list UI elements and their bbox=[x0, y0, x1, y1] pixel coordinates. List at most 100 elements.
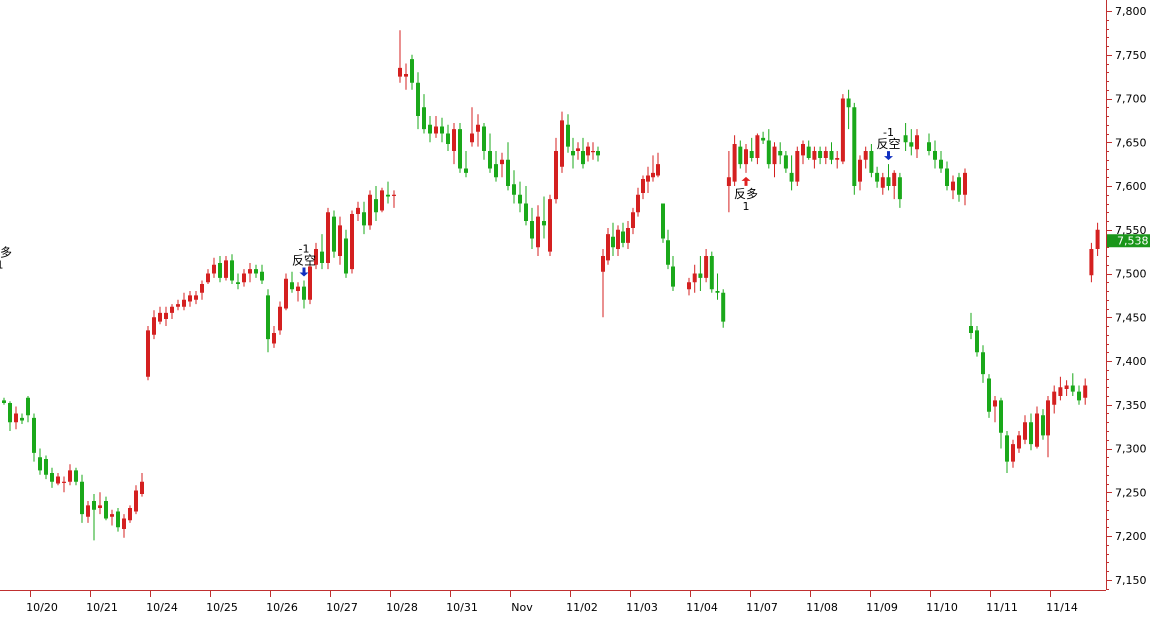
candle-body bbox=[835, 158, 840, 160]
y-tick-label: 7,300 bbox=[1115, 443, 1147, 456]
candlestick bbox=[536, 205, 540, 256]
x-tick-label: 11/03 bbox=[626, 601, 658, 614]
candle-body bbox=[506, 159, 510, 186]
candlestick bbox=[666, 229, 670, 270]
candle-body bbox=[829, 151, 834, 160]
candle-body bbox=[715, 291, 720, 293]
candlestick bbox=[1077, 385, 1081, 405]
candlestick bbox=[188, 291, 192, 307]
candle-body bbox=[801, 144, 805, 156]
candlestick bbox=[749, 137, 754, 162]
candlestick bbox=[416, 72, 420, 130]
candlestick bbox=[566, 114, 570, 153]
candle-body bbox=[1023, 422, 1027, 440]
x-tick-label: 10/25 bbox=[206, 601, 238, 614]
signal-value: -1 bbox=[883, 126, 894, 139]
candlestick bbox=[1052, 385, 1057, 414]
x-tick-label: 10/24 bbox=[146, 601, 178, 614]
candle-body bbox=[248, 269, 252, 274]
candle-body bbox=[44, 459, 48, 475]
candlestick bbox=[182, 292, 186, 311]
candle-body bbox=[410, 59, 414, 83]
x-tick-label: Nov bbox=[511, 601, 533, 614]
candlestick bbox=[581, 137, 585, 169]
down-arrow-icon bbox=[884, 151, 893, 161]
candlestick bbox=[2, 397, 6, 405]
candle-body bbox=[464, 168, 468, 173]
candle-body bbox=[218, 263, 222, 278]
y-tick-label: 7,200 bbox=[1115, 530, 1147, 543]
candlestick bbox=[744, 144, 748, 173]
signal-value: 1 bbox=[0, 259, 4, 272]
candlestick bbox=[326, 207, 330, 270]
x-tick-label: 11/04 bbox=[686, 601, 718, 614]
candle-body bbox=[999, 400, 1003, 433]
candle-body bbox=[158, 312, 162, 322]
candlestick bbox=[440, 117, 444, 143]
candle-body bbox=[242, 273, 246, 283]
candle-body bbox=[386, 194, 390, 197]
candlestick bbox=[969, 312, 973, 340]
candle-body bbox=[963, 172, 967, 195]
candlestick bbox=[146, 326, 150, 381]
candle-body bbox=[548, 199, 552, 252]
candlestick bbox=[128, 505, 132, 523]
candle-body bbox=[56, 476, 60, 484]
candlestick bbox=[470, 107, 474, 147]
candle-body bbox=[542, 221, 546, 226]
candle-body bbox=[1077, 391, 1081, 401]
candle-body bbox=[338, 225, 342, 256]
candle-body bbox=[290, 282, 294, 290]
candlestick bbox=[656, 152, 660, 178]
y-tick-label: 7,650 bbox=[1115, 136, 1147, 149]
candle-body bbox=[554, 151, 558, 200]
candlestick bbox=[50, 467, 54, 488]
candlestick bbox=[778, 142, 783, 165]
candlestick bbox=[1095, 222, 1100, 256]
candlestick bbox=[636, 187, 640, 217]
candle-body bbox=[362, 212, 366, 226]
up-arrow-icon bbox=[741, 176, 751, 186]
candlestick bbox=[560, 111, 564, 173]
candle-body bbox=[721, 292, 726, 322]
candlestick bbox=[1017, 431, 1021, 453]
candle-body bbox=[560, 120, 564, 167]
candlestick bbox=[818, 146, 823, 165]
x-tick-label: 11/09 bbox=[866, 601, 898, 614]
candlestick bbox=[242, 269, 246, 287]
candles-layer bbox=[2, 30, 1100, 541]
candlestick bbox=[8, 401, 12, 431]
candle-body bbox=[422, 107, 426, 130]
candle-body bbox=[50, 473, 54, 482]
signal-label: 反空 bbox=[876, 137, 900, 151]
candle-body bbox=[536, 216, 540, 248]
candle-body bbox=[744, 149, 748, 165]
candlestick bbox=[840, 94, 845, 165]
candlestick bbox=[616, 225, 620, 256]
candle-body bbox=[236, 282, 240, 284]
candlestick bbox=[606, 228, 610, 265]
x-tick-label: 10/20 bbox=[26, 601, 58, 614]
candle-body bbox=[146, 330, 150, 377]
candlestick bbox=[446, 124, 450, 151]
candle-body bbox=[116, 511, 120, 528]
candle-body bbox=[886, 177, 891, 186]
candlestick bbox=[601, 249, 605, 318]
candlestick bbox=[332, 210, 336, 258]
y-tick-label: 7,150 bbox=[1115, 574, 1147, 587]
candlestick bbox=[356, 201, 360, 221]
candlestick bbox=[422, 94, 426, 134]
candle-body bbox=[641, 179, 645, 193]
candlestick bbox=[646, 166, 650, 193]
candlestick bbox=[709, 251, 714, 293]
candle-body bbox=[1070, 385, 1075, 392]
candle-body bbox=[709, 256, 714, 290]
candle-body bbox=[951, 181, 955, 191]
candle-body bbox=[945, 168, 949, 186]
candlestick bbox=[783, 151, 788, 173]
down-arrow-icon bbox=[299, 267, 309, 277]
candlestick bbox=[812, 146, 817, 169]
candlestick bbox=[158, 306, 162, 325]
signal-label: 反空 bbox=[292, 254, 316, 268]
